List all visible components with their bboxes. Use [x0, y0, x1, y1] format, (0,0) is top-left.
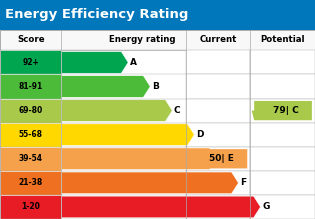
Polygon shape — [61, 172, 238, 194]
Polygon shape — [61, 76, 150, 97]
Polygon shape — [61, 124, 194, 145]
Text: 1-20: 1-20 — [21, 202, 40, 212]
Bar — [250, 50, 315, 74]
Bar — [186, 123, 250, 147]
Bar — [250, 147, 315, 171]
Text: E: E — [218, 154, 224, 163]
Bar — [0, 147, 61, 171]
Text: D: D — [196, 130, 203, 139]
Text: Potential: Potential — [261, 35, 305, 44]
Bar — [0, 195, 61, 219]
Text: C: C — [174, 106, 180, 115]
Text: Current: Current — [199, 35, 237, 44]
Bar — [0, 50, 61, 74]
Bar — [186, 171, 250, 195]
Text: A: A — [130, 58, 137, 67]
Bar — [0, 30, 315, 50]
Text: 21-38: 21-38 — [19, 178, 43, 187]
Bar — [186, 99, 250, 123]
Polygon shape — [187, 149, 247, 168]
Text: 55-68: 55-68 — [19, 130, 43, 139]
Bar — [0, 99, 61, 123]
Text: Energy Efficiency Rating: Energy Efficiency Rating — [5, 8, 188, 21]
Polygon shape — [61, 100, 172, 121]
Text: G: G — [262, 202, 269, 212]
Text: 79| C: 79| C — [273, 106, 299, 115]
Text: 69-80: 69-80 — [19, 106, 43, 115]
Bar — [186, 74, 250, 99]
Bar — [186, 195, 250, 219]
Bar — [0, 0, 315, 30]
Bar — [0, 74, 61, 99]
Polygon shape — [61, 51, 128, 73]
Text: 50| E: 50| E — [209, 154, 234, 163]
Text: 81-91: 81-91 — [19, 82, 43, 91]
Bar — [250, 74, 315, 99]
Text: 39-54: 39-54 — [19, 154, 43, 163]
Bar — [250, 99, 315, 123]
Text: B: B — [152, 82, 159, 91]
Bar — [250, 195, 315, 219]
Bar — [0, 171, 61, 195]
Bar — [0, 123, 61, 147]
Text: F: F — [240, 178, 246, 187]
Text: Score: Score — [17, 35, 44, 44]
Text: 92+: 92+ — [22, 58, 39, 67]
Bar — [250, 171, 315, 195]
Polygon shape — [252, 101, 312, 120]
Polygon shape — [61, 196, 261, 218]
Text: Energy rating: Energy rating — [109, 35, 175, 44]
Bar — [186, 147, 250, 171]
Bar — [250, 123, 315, 147]
Bar — [186, 50, 250, 74]
Bar — [0, 30, 315, 219]
Polygon shape — [61, 148, 216, 170]
